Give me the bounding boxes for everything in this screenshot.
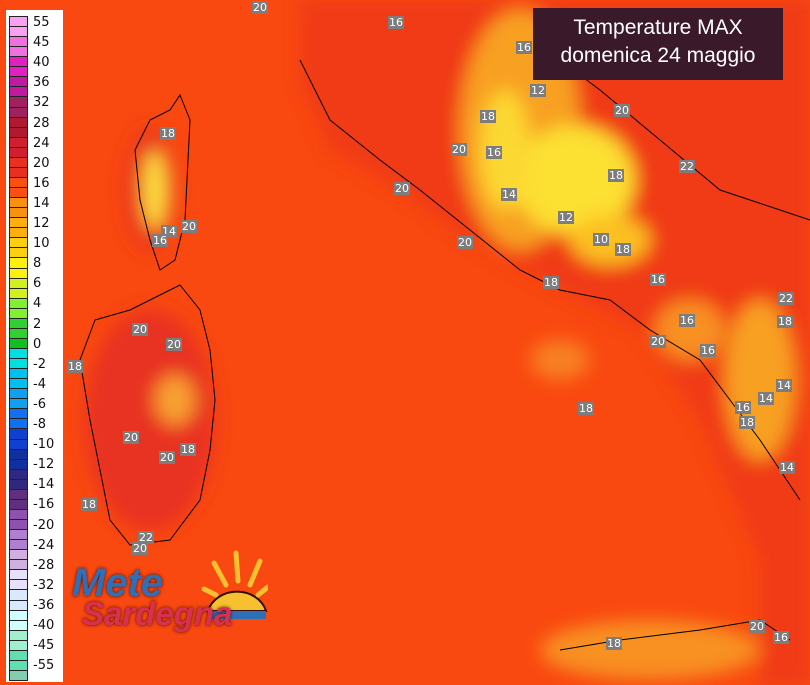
legend-label: -14 bbox=[33, 477, 55, 493]
legend-label: -10 bbox=[33, 437, 55, 453]
temperature-value-label: 18 bbox=[739, 416, 755, 429]
map-title: Temperature MAX domenica 24 maggio bbox=[533, 8, 783, 80]
sun-icon bbox=[201, 550, 268, 619]
legend-label: 4 bbox=[33, 296, 42, 312]
legend-color-swatch bbox=[9, 669, 28, 681]
legend-label: 24 bbox=[33, 135, 50, 151]
temperature-value-label: 16 bbox=[388, 16, 404, 29]
legend-label: -40 bbox=[33, 618, 55, 633]
temperature-value-label: 16 bbox=[773, 631, 789, 644]
temperature-value-label: 20 bbox=[132, 323, 148, 336]
temperature-value-label: 20 bbox=[749, 620, 765, 633]
temperature-value-label: 18 bbox=[606, 637, 622, 650]
temperature-value-label: 20 bbox=[394, 182, 410, 195]
legend-label: 16 bbox=[33, 175, 50, 191]
temperature-value-label: 22 bbox=[679, 160, 695, 173]
legend-label: -4 bbox=[33, 376, 46, 392]
temperature-value-label: 20 bbox=[650, 335, 666, 348]
temperature-value-label: 20 bbox=[159, 451, 175, 464]
legend-label: 8 bbox=[33, 256, 42, 272]
temperature-value-label: 18 bbox=[615, 243, 631, 256]
temperature-value-label: 10 bbox=[593, 233, 609, 246]
temperature-value-label: 20 bbox=[457, 236, 473, 249]
meteo-sardegna-logo: Mete Sardegna bbox=[68, 545, 268, 637]
temperature-value-label: 18 bbox=[180, 443, 196, 456]
temperature-value-label: 16 bbox=[735, 401, 751, 414]
legend-label: 0 bbox=[33, 336, 42, 352]
temperature-value-label: 20 bbox=[166, 338, 182, 351]
legend-label: 55 bbox=[33, 15, 50, 30]
temperature-value-label: 16 bbox=[486, 146, 502, 159]
legend-label: -32 bbox=[33, 577, 55, 593]
legend-label: 45 bbox=[33, 35, 50, 51]
temperature-value-label: 22 bbox=[138, 531, 154, 544]
temperature-value-label: 20 bbox=[181, 220, 197, 233]
legend-label: -12 bbox=[33, 457, 55, 473]
logo-text-sardegna: Sardegna bbox=[82, 595, 233, 632]
temperature-value-label: 12 bbox=[558, 211, 574, 224]
title-line-2: domenica 24 maggio bbox=[560, 44, 756, 67]
legend-label: -16 bbox=[33, 497, 55, 513]
temperature-value-label: 12 bbox=[530, 84, 546, 97]
temperature-value-label: 18 bbox=[777, 315, 793, 328]
legend-label: 36 bbox=[33, 75, 50, 91]
temperature-value-label: 22 bbox=[778, 292, 794, 305]
temperature-value-label: 18 bbox=[67, 360, 83, 373]
legend-label: -8 bbox=[33, 417, 46, 432]
legend-label: -24 bbox=[33, 537, 55, 553]
temperature-value-label: 18 bbox=[160, 127, 176, 140]
temperature-value-label: 20 bbox=[132, 542, 148, 555]
legend-label: 40 bbox=[33, 55, 50, 71]
legend-label: -45 bbox=[33, 638, 55, 654]
temperature-value-label: 18 bbox=[608, 169, 624, 182]
temperature-value-label: 20 bbox=[451, 143, 467, 156]
legend-label: -20 bbox=[33, 517, 55, 533]
temperature-value-label: 18 bbox=[480, 110, 496, 123]
temperature-value-label: 14 bbox=[758, 392, 774, 405]
temperature-value-label: 14 bbox=[779, 461, 795, 474]
legend-label: 14 bbox=[33, 195, 50, 211]
legend-label: 32 bbox=[33, 95, 50, 111]
legend-label: 6 bbox=[33, 276, 42, 292]
legend-label: -6 bbox=[33, 396, 46, 412]
temperature-value-label: 20 bbox=[252, 1, 268, 14]
legend-label: 20 bbox=[33, 155, 50, 171]
temperature-value-label: 18 bbox=[578, 402, 594, 415]
legend-label: -2 bbox=[33, 356, 46, 372]
temperature-value-label: 16 bbox=[650, 273, 666, 286]
legend-label: -28 bbox=[33, 557, 55, 573]
temperature-value-label: 16 bbox=[700, 344, 716, 357]
temperature-value-label: 18 bbox=[543, 276, 559, 289]
temperature-value-label: 16 bbox=[679, 314, 695, 327]
legend-label: 28 bbox=[33, 115, 50, 131]
temperature-value-label: 16 bbox=[152, 234, 168, 247]
legend-label: -36 bbox=[33, 597, 55, 613]
temperature-legend: 55 45 40 36 32 28 24 20 16 14 12 10 8 6 4 2 0 -2 -4 -6 -8 -10… bbox=[6, 10, 63, 682]
logo-text-mete: Mete bbox=[72, 561, 164, 605]
temperature-value-label: 18 bbox=[81, 498, 97, 511]
temperature-value-label: 20 bbox=[614, 104, 630, 117]
temperature-value-label: 14 bbox=[501, 188, 517, 201]
legend-label: 10 bbox=[33, 236, 50, 252]
legend-label: 12 bbox=[33, 216, 50, 231]
title-line-1: Temperature MAX bbox=[573, 16, 743, 39]
legend-label: 2 bbox=[33, 316, 42, 332]
legend-label: -55 bbox=[33, 658, 55, 674]
temperature-value-label: 16 bbox=[516, 41, 532, 54]
temperature-value-label: 14 bbox=[776, 379, 792, 392]
temperature-value-label: 20 bbox=[123, 431, 139, 444]
